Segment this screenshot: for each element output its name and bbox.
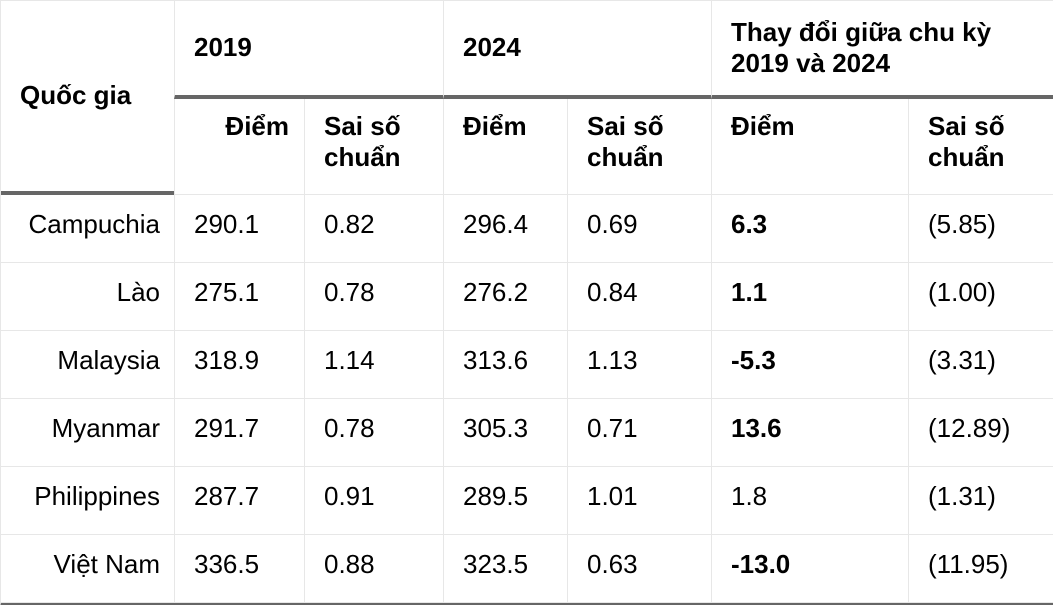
score-2024-cell: 276.2: [443, 263, 567, 331]
country-cell: Lào: [1, 263, 174, 331]
score-2019-cell: 318.9: [174, 331, 304, 399]
change-se-cell: (1.31): [908, 467, 1053, 535]
score-2024-cell: 323.5: [443, 535, 567, 603]
score-2019-cell: 290.1: [174, 195, 304, 263]
subheader-se-2019: Sai số chuẩn: [304, 99, 443, 195]
column-group-change: Thay đổi giữa chu kỳ 2019 và 2024: [711, 1, 1053, 99]
score-2019-cell: 336.5: [174, 535, 304, 603]
column-header-country: Quốc gia: [1, 1, 174, 195]
subheader-se-change: Sai số chuẩn: [908, 99, 1053, 195]
subheader-score-2019: Điểm: [174, 99, 304, 195]
score-2024-cell: 296.4: [443, 195, 567, 263]
se-2019-cell: 0.82: [304, 195, 443, 263]
score-2019-cell: 287.7: [174, 467, 304, 535]
column-group-2019: 2019: [174, 1, 443, 99]
score-2019-cell: 275.1: [174, 263, 304, 331]
change-se-cell: (1.00): [908, 263, 1053, 331]
change-se-cell: (5.85): [908, 195, 1053, 263]
change-score-cell: -5.3: [711, 331, 908, 399]
change-score-cell: 1.8: [711, 467, 908, 535]
subheader-score-change: Điểm: [711, 99, 908, 195]
change-se-cell: (12.89): [908, 399, 1053, 467]
se-2024-cell: 0.69: [567, 195, 711, 263]
score-2024-cell: 313.6: [443, 331, 567, 399]
se-2024-cell: 0.71: [567, 399, 711, 467]
table-row: Malaysia 318.9 1.14 313.6 1.13 -5.3 (3.3…: [1, 331, 1053, 399]
change-score-cell: 6.3: [711, 195, 908, 263]
se-2019-cell: 0.91: [304, 467, 443, 535]
table-row: Myanmar 291.7 0.78 305.3 0.71 13.6 (12.8…: [1, 399, 1053, 467]
change-se-cell: (3.31): [908, 331, 1053, 399]
country-cell: Campuchia: [1, 195, 174, 263]
table-row: Philippines 287.7 0.91 289.5 1.01 1.8 (1…: [1, 467, 1053, 535]
header-measure-row: Điểm Sai số chuẩn Điểm Sai số chuẩn Điểm…: [1, 99, 1053, 195]
change-score-cell: -13.0: [711, 535, 908, 603]
score-2024-cell: 289.5: [443, 467, 567, 535]
se-2024-cell: 0.63: [567, 535, 711, 603]
subheader-score-2024: Điểm: [443, 99, 567, 195]
se-2019-cell: 0.88: [304, 535, 443, 603]
country-cell: Malaysia: [1, 331, 174, 399]
change-se-cell: (11.95): [908, 535, 1053, 603]
se-2019-cell: 1.14: [304, 331, 443, 399]
se-2019-cell: 0.78: [304, 399, 443, 467]
header-group-row: Quốc gia 2019 2024 Thay đổi giữa chu kỳ …: [1, 1, 1053, 195]
country-cell: Myanmar: [1, 399, 174, 467]
change-score-cell: 13.6: [711, 399, 908, 467]
subheader-se-2024: Sai số chuẩn: [567, 99, 711, 195]
score-2019-cell: 291.7: [174, 399, 304, 467]
change-score-cell: 1.1: [711, 263, 908, 331]
table-row: Lào 275.1 0.78 276.2 0.84 1.1 (1.00): [1, 263, 1053, 331]
table-row: Campuchia 290.1 0.82 296.4 0.69 6.3 (5.8…: [1, 195, 1053, 263]
country-cell: Philippines: [1, 467, 174, 535]
column-group-2024: 2024: [443, 1, 711, 99]
se-2024-cell: 1.13: [567, 331, 711, 399]
se-2024-cell: 1.01: [567, 467, 711, 535]
score-2024-cell: 305.3: [443, 399, 567, 467]
se-2024-cell: 0.84: [567, 263, 711, 331]
table-row: Việt Nam 336.5 0.88 323.5 0.63 -13.0 (11…: [1, 535, 1053, 603]
se-2019-cell: 0.78: [304, 263, 443, 331]
country-cell: Việt Nam: [1, 535, 174, 603]
